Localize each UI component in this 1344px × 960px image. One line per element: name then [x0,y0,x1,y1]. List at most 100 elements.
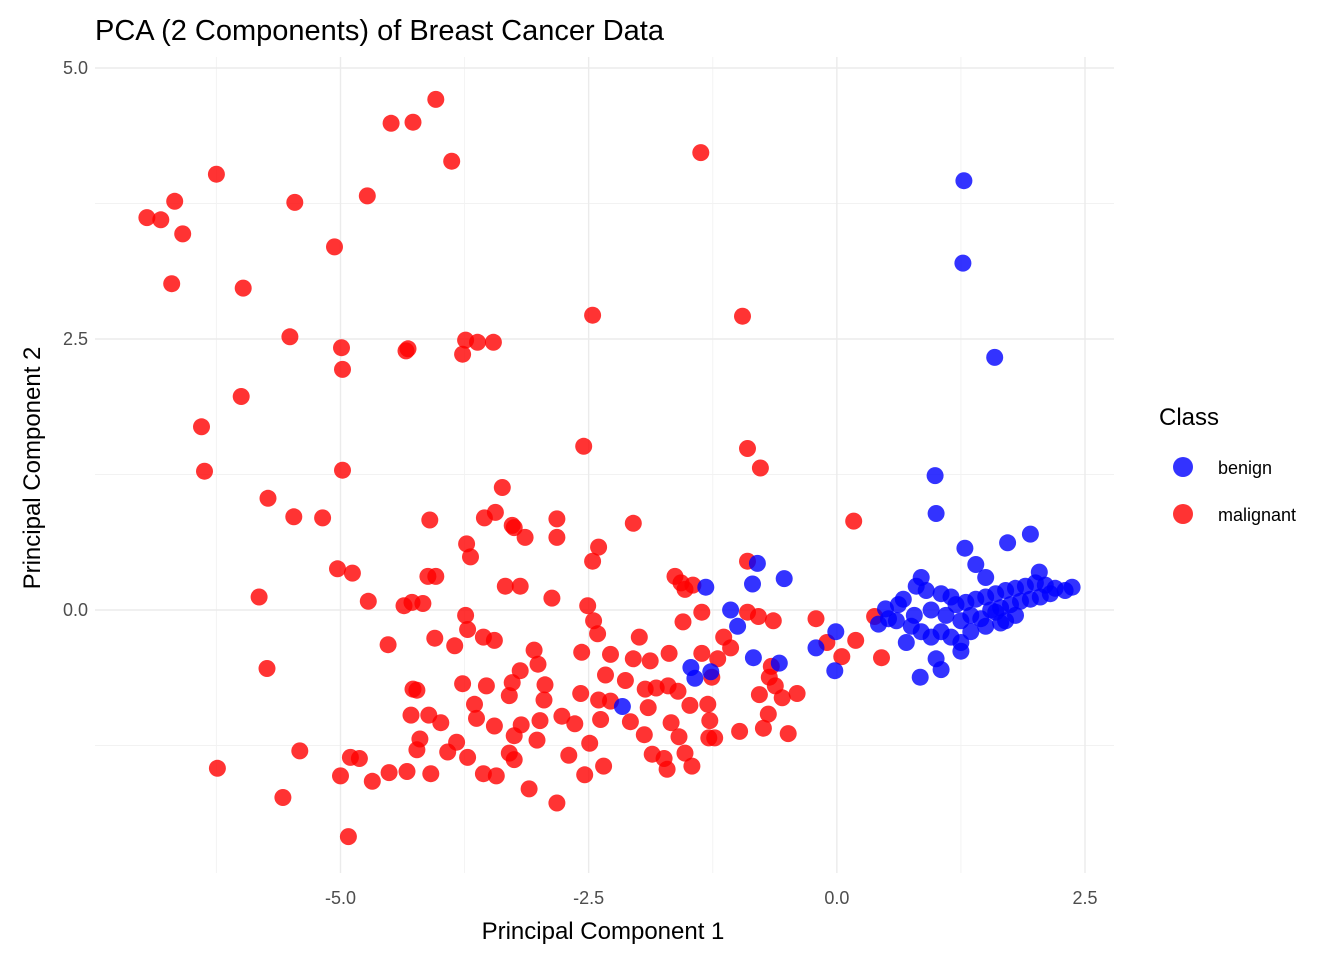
point-malignant [395,597,413,615]
point-malignant [511,662,529,680]
point-malignant [525,641,543,659]
point-malignant [505,751,523,769]
point-malignant [700,729,718,747]
point-malignant [332,767,349,785]
point-malignant [683,757,701,775]
x-axis-title: Principal Component 1 [482,918,725,945]
point-malignant [286,193,304,211]
point-malignant [595,757,613,775]
point-malignant [380,764,398,782]
point-malignant [329,560,346,578]
point-malignant [531,712,549,730]
point-malignant [528,731,546,749]
point-benign [702,663,720,681]
point-malignant [468,709,485,727]
point-malignant [422,765,440,783]
point-malignant [701,712,719,730]
point-malignant [597,666,614,684]
point-benign [967,556,985,573]
point-malignant [232,388,250,405]
point-malignant [676,580,694,598]
point-benign [1056,582,1074,599]
point-benign [775,570,793,588]
point-malignant [602,645,619,663]
point-malignant [788,685,806,702]
point-malignant [624,650,642,668]
point-malignant [693,644,711,662]
point-malignant [462,548,479,566]
point-benign [1021,525,1039,543]
point-malignant [529,655,547,673]
point-malignant [731,722,749,740]
point-malignant [658,760,676,778]
point-malignant [734,307,751,325]
point-malignant [621,713,639,731]
point-malignant [485,717,503,735]
point-malignant [152,211,170,229]
point-malignant [291,742,309,760]
point-malignant [398,763,416,780]
point-malignant [516,528,534,546]
point-malignant [487,767,505,785]
point-malignant [670,728,688,746]
point-benign [956,539,974,557]
point-malignant [503,674,521,692]
point-malignant [432,714,450,732]
point-malignant [459,748,477,766]
point-benign [744,575,761,593]
point-malignant [579,597,597,615]
point-benign [613,698,631,715]
point-malignant [660,644,678,662]
y-tick-labels: 0.0 2.5 5.0 [63,58,88,620]
point-malignant [363,772,381,790]
point-malignant [674,613,692,631]
point-malignant [334,461,351,479]
y-tick-label: 0.0 [63,600,88,620]
chart-title: PCA (2 Components) of Breast Cancer Data [95,15,665,47]
point-malignant [592,711,610,728]
point-benign [962,623,980,641]
point-malignant [454,675,472,693]
point-malignant [630,628,648,646]
point-malignant [427,90,445,108]
point-malignant [285,508,303,526]
point-benign [999,534,1017,552]
point-malignant [807,610,825,628]
series-benign [613,172,1081,715]
point-malignant [669,682,687,700]
point-malignant [496,577,514,595]
point-benign [911,668,929,686]
point-malignant [174,225,192,243]
point-malignant [639,699,657,717]
point-malignant [833,648,851,666]
y-axis-title: Principal Component 2 [19,347,46,590]
point-malignant [548,510,566,528]
point-benign [927,505,945,522]
point-malignant [572,685,590,702]
point-malignant [676,744,694,762]
point-malignant [339,828,357,846]
point-malignant [581,734,599,752]
point-malignant [469,333,486,351]
point-malignant [759,705,777,723]
point-malignant [505,727,523,745]
point-malignant [138,209,156,227]
x-tick-label: -5.0 [325,888,356,908]
point-malignant [779,725,797,743]
point-malignant [493,479,511,496]
point-benign [955,172,973,190]
point-malignant [274,789,292,806]
point-malignant [553,707,571,725]
point-benign [887,612,905,630]
point-benign [897,634,915,651]
point-malignant [281,328,299,346]
legend-key-benign [1173,457,1193,477]
point-malignant [466,695,483,713]
point-benign [744,649,762,667]
grid-minor [95,57,1114,873]
point-malignant [333,339,350,357]
point-malignant [584,552,602,570]
point-malignant [358,187,376,205]
point-malignant [773,689,791,707]
